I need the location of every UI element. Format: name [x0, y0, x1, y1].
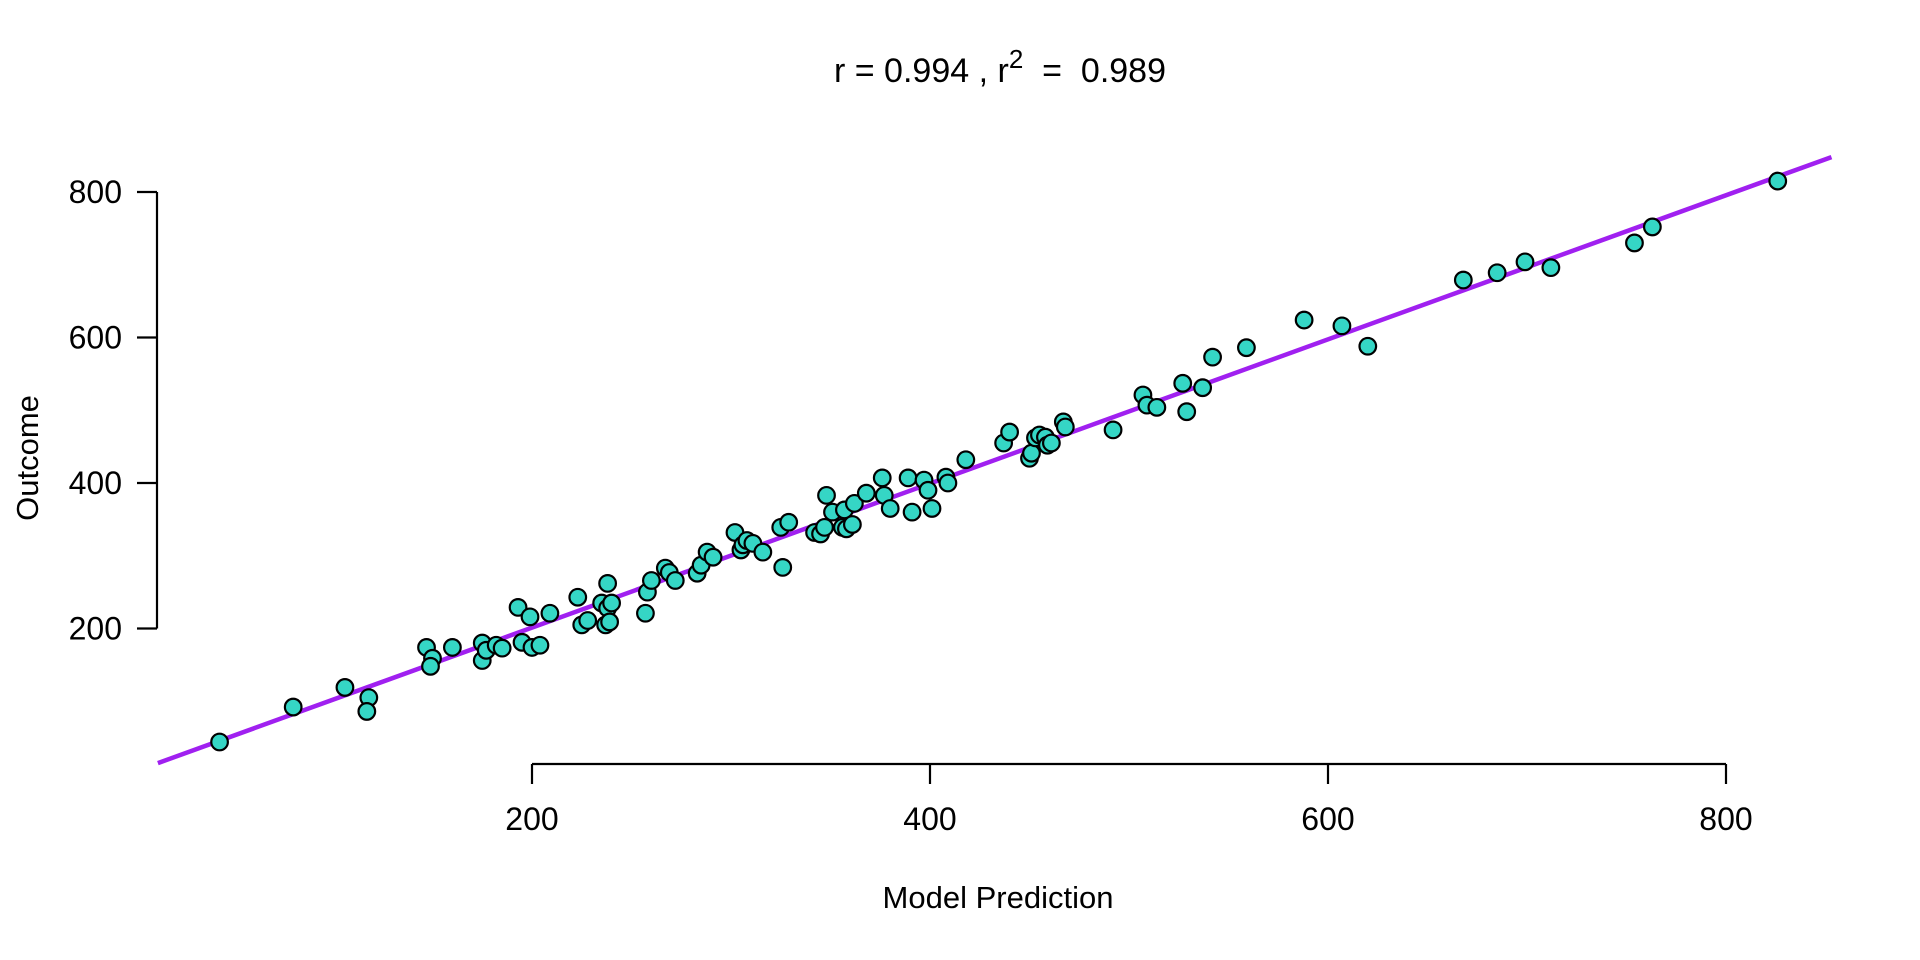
data-point — [1022, 443, 1041, 463]
data-point — [1294, 310, 1314, 330]
data-point — [898, 468, 918, 488]
data-point — [1041, 433, 1061, 453]
x-tick-label: 600 — [1301, 801, 1354, 837]
data-point — [1147, 397, 1167, 417]
x-axis-label: Model Prediction — [882, 880, 1114, 915]
data-point — [1203, 347, 1222, 367]
data-point — [902, 502, 922, 522]
y-tick-label: 600 — [69, 320, 122, 356]
data-point — [956, 450, 976, 470]
data-point — [600, 612, 620, 632]
data-point — [918, 480, 938, 500]
data-point — [779, 512, 799, 532]
data-point — [1237, 338, 1256, 358]
data-point — [842, 515, 862, 534]
data-point — [335, 678, 355, 697]
data-point — [421, 656, 440, 676]
data-point — [283, 697, 303, 717]
data-point — [1487, 263, 1507, 283]
data-point — [1173, 373, 1193, 393]
data-point — [880, 499, 900, 518]
title-suffix: = 0.989 — [1023, 52, 1167, 90]
data-point — [636, 603, 655, 623]
data-point — [1193, 378, 1213, 398]
y-tick-label: 200 — [69, 611, 122, 647]
data-point — [938, 473, 958, 493]
data-point — [872, 468, 892, 488]
data-point — [443, 638, 462, 657]
y-tick-label: 400 — [69, 465, 122, 501]
data-point — [1332, 316, 1352, 336]
data-point — [773, 557, 793, 577]
data-point — [602, 593, 621, 613]
data-point — [844, 493, 864, 513]
data-point — [703, 547, 723, 567]
data-point — [642, 571, 661, 590]
data-point — [665, 571, 685, 590]
data-point — [1541, 258, 1561, 278]
data-point — [817, 485, 836, 505]
title-superscript: 2 — [1008, 44, 1024, 74]
data-point — [1358, 336, 1378, 356]
data-point — [1177, 402, 1197, 422]
data-point — [598, 573, 618, 593]
x-tick-label: 200 — [505, 801, 558, 837]
data-point — [520, 607, 540, 627]
data-point — [1768, 171, 1788, 191]
data-point — [530, 635, 550, 655]
data-point — [856, 483, 876, 503]
data-point — [210, 732, 229, 752]
data-point — [492, 638, 512, 658]
data-point — [815, 517, 834, 537]
data-point — [1103, 420, 1123, 440]
data-point — [568, 587, 588, 607]
data-point — [1453, 270, 1473, 290]
data-point — [1515, 252, 1535, 272]
x-tick-label: 400 — [903, 801, 956, 837]
data-point — [540, 603, 560, 623]
data-point — [508, 598, 528, 617]
data-point — [922, 499, 942, 518]
data-point — [357, 702, 377, 721]
y-axis-label: Outcome — [10, 395, 45, 521]
regression-line — [157, 154, 1833, 766]
data-point — [1055, 417, 1075, 437]
y-tick-label: 800 — [69, 174, 122, 210]
data-point — [1642, 217, 1662, 237]
data-point — [1000, 422, 1019, 442]
data-point — [1625, 233, 1644, 253]
chart-title: r = 0.994 , r2 = 0.989 — [833, 44, 1167, 91]
data-point — [753, 542, 773, 562]
x-tick-label: 800 — [1699, 801, 1752, 837]
title-prefix: r = 0.994 , r — [833, 52, 1009, 90]
data-point — [578, 611, 598, 630]
